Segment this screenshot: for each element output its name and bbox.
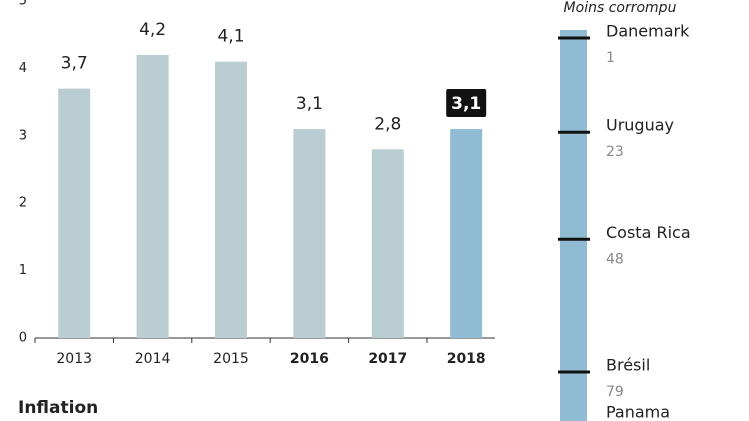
y-tick-label: 2 <box>19 196 27 211</box>
value-label: 4,1 <box>217 27 244 47</box>
y-tick-label: 0 <box>19 331 27 346</box>
value-label: 3,1 <box>296 94 323 114</box>
x-tick-label: 2015 <box>213 351 249 367</box>
y-tick-label: 5 <box>19 0 27 9</box>
value-label: 3,1 <box>451 94 481 114</box>
value-label: 2,8 <box>374 114 401 134</box>
rank-country: Brésil <box>606 356 650 375</box>
rank-value: 23 <box>606 144 624 160</box>
rank-country: Danemark <box>606 22 690 41</box>
value-label: 4,2 <box>139 20 166 40</box>
rank-subtitle: Moins corrompu <box>564 0 677 16</box>
bar <box>136 54 169 339</box>
rank-strip <box>560 30 587 421</box>
value-label-box <box>446 89 487 118</box>
bar <box>293 129 326 338</box>
value-label: 3,7 <box>61 54 88 74</box>
rank-country: Panama <box>606 403 670 421</box>
rank-value: 1 <box>606 50 615 66</box>
section-title: Inflation <box>18 398 98 418</box>
x-tick-label: 2018 <box>447 351 486 367</box>
rank-value: 48 <box>606 251 624 267</box>
bar <box>450 129 483 338</box>
x-tick-label: 2016 <box>290 351 329 367</box>
bar <box>371 149 404 338</box>
y-tick-label: 1 <box>19 263 27 278</box>
rank-country: Uruguay <box>606 116 674 135</box>
x-tick-label: 2017 <box>368 351 407 367</box>
x-tick-label: 2014 <box>135 351 171 367</box>
rank-value: 79 <box>606 384 624 400</box>
bar <box>215 61 247 338</box>
y-tick-label: 4 <box>19 61 27 76</box>
y-tick-label: 3 <box>19 128 27 143</box>
rank-country: Costa Rica <box>606 223 691 242</box>
bar <box>58 88 91 339</box>
x-tick-label: 2013 <box>56 351 92 367</box>
